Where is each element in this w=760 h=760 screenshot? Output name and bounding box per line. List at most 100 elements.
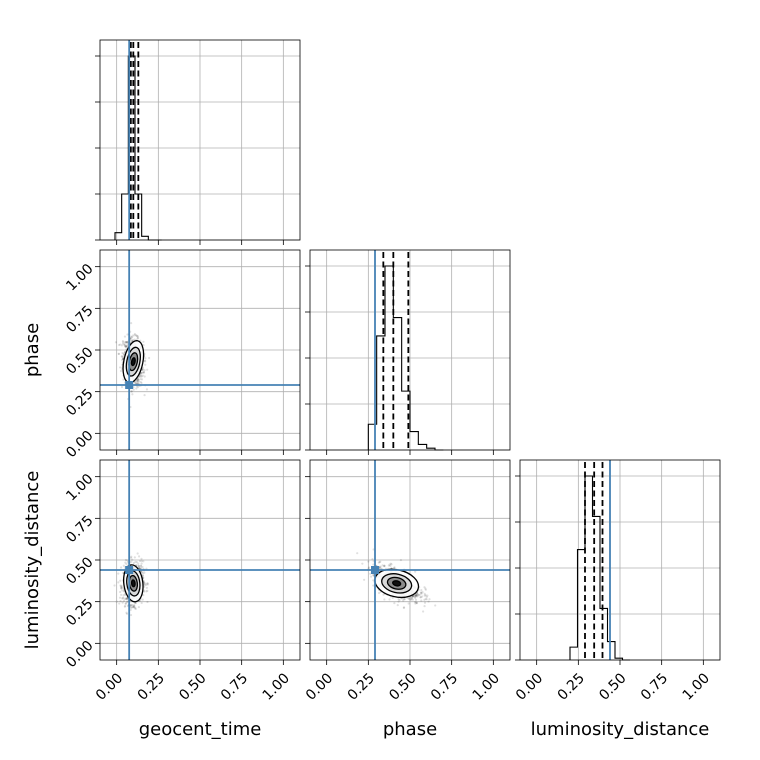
sample-point [391, 596, 394, 599]
sample-point [121, 589, 124, 592]
sample-point [134, 381, 137, 384]
sample-point [141, 574, 144, 577]
sample-point [140, 375, 143, 378]
sample-point [419, 591, 422, 594]
sample-point [133, 381, 137, 384]
sample-point [119, 579, 122, 582]
sample-point [131, 393, 134, 396]
sample-point [419, 596, 422, 599]
sample-point [388, 563, 391, 566]
sample-point [143, 583, 147, 586]
sample-point [132, 605, 136, 608]
sample-point [420, 592, 423, 595]
sample-point [397, 600, 400, 603]
sample-point [367, 567, 370, 570]
sample-point [114, 341, 118, 344]
x-tick-label: 0.25 [555, 670, 588, 703]
sample-point [410, 598, 413, 601]
sample-point [139, 380, 142, 384]
x-tick-label: 0.00 [513, 670, 546, 703]
sample-point [130, 560, 133, 563]
sample-point [388, 598, 391, 601]
sample-point [117, 352, 120, 355]
sample-point [418, 593, 421, 597]
sample-point [119, 369, 123, 373]
grid [520, 460, 720, 661]
sample-point [141, 598, 144, 601]
sample-point [144, 363, 147, 366]
sample-point [393, 602, 396, 605]
sample-point [119, 584, 122, 587]
sample-point [132, 605, 136, 609]
panel-geocent_time-hist [95, 39, 301, 245]
sample-point [148, 356, 151, 360]
sample-point [125, 597, 128, 601]
sample-point [126, 340, 129, 344]
sample-point [125, 597, 128, 600]
sample-point [139, 377, 142, 381]
sample-point [381, 564, 384, 567]
y-tick-label: 0.75 [63, 513, 96, 546]
sample-point [137, 564, 140, 567]
sample-point [423, 586, 426, 589]
sample-point [122, 564, 125, 567]
sample-point [126, 343, 129, 346]
sample-point [129, 606, 132, 609]
sample-point [117, 581, 120, 584]
sample-point [427, 600, 430, 603]
sample-point [124, 345, 127, 348]
sample-point [378, 560, 381, 564]
x-tick-label: 1.00 [260, 670, 293, 703]
sample-point [136, 379, 139, 382]
sample-point [137, 564, 141, 568]
histogram-geocent_time [114, 55, 162, 241]
sample-point [402, 598, 406, 601]
sample-point [126, 600, 129, 603]
sample-point [147, 583, 150, 586]
sample-point [123, 335, 127, 338]
sample-point [424, 588, 427, 591]
sample-point [369, 572, 372, 575]
sample-point [125, 612, 129, 615]
sample-point [143, 375, 146, 378]
sample-point [138, 565, 141, 568]
sample-point [414, 598, 418, 601]
sample-point [131, 334, 135, 337]
grid [310, 460, 510, 660]
sample-point [119, 590, 122, 594]
sample-point [379, 560, 382, 563]
sample-point [402, 606, 406, 609]
sample-point [136, 386, 139, 389]
sample-point [122, 352, 125, 355]
x-tick-label: 0.25 [135, 670, 168, 703]
sample-point [423, 594, 426, 597]
sample-point [130, 390, 133, 393]
sample-point [135, 334, 138, 337]
sample-point [121, 340, 124, 343]
density-contour-3 [130, 579, 136, 588]
sample-point [122, 597, 125, 600]
panel-frame [309, 249, 511, 451]
sample-point [121, 357, 124, 361]
sample-point [421, 591, 424, 594]
sample-point [142, 594, 145, 597]
sample-point [125, 562, 128, 566]
sample-point [144, 357, 147, 360]
sample-point [137, 605, 140, 609]
sample-point [120, 344, 123, 347]
x-tick-label: 0.00 [303, 670, 336, 703]
sample-point [117, 343, 121, 347]
sample-point [403, 598, 406, 601]
sample-point [407, 602, 410, 605]
sample-point [414, 596, 417, 599]
sample-point [129, 608, 132, 611]
sample-point [434, 604, 437, 607]
sample-point [136, 335, 139, 338]
sample-point [415, 602, 419, 605]
x-tick-label: 0.00 [93, 670, 126, 703]
sample-point [133, 556, 136, 559]
sample-point [120, 587, 123, 590]
sample-point [145, 582, 149, 585]
sample-point [383, 598, 386, 601]
